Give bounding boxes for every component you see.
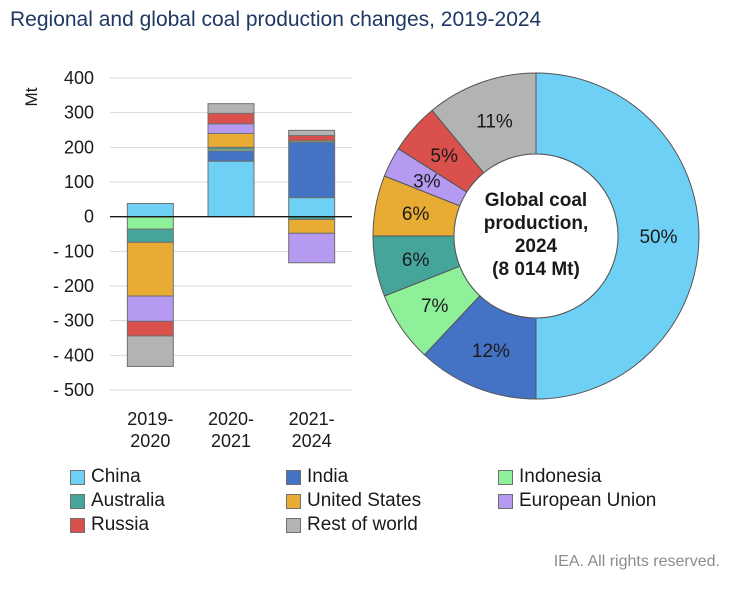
- donut-slice-label: 6%: [402, 250, 430, 271]
- legend-item-russia: Russia: [70, 514, 149, 536]
- donut-slice-label: 50%: [639, 227, 677, 248]
- legend-swatch: [498, 469, 513, 485]
- bar-segment-china: [126, 202, 174, 218]
- legend-item-india: India: [286, 466, 348, 488]
- bar-segment-rest-of-world: [288, 129, 336, 137]
- donut-slice-label: 12%: [472, 341, 510, 362]
- legend-item-united-states: United States: [286, 490, 421, 512]
- y-tick-label: - 100: [53, 241, 94, 261]
- y-tick-label: 0: [84, 207, 94, 227]
- legend-label: European Union: [519, 490, 657, 511]
- donut-slice-label: 6%: [402, 204, 430, 225]
- donut-slice-label: 3%: [413, 171, 441, 192]
- legend-swatch: [70, 469, 85, 485]
- bar-segment-china: [288, 197, 336, 218]
- bar-segment-china: [207, 160, 255, 218]
- x-tick-label: 2021-2024: [289, 409, 335, 451]
- legend-item-european-union: European Union: [498, 490, 656, 512]
- y-tick-label: - 400: [53, 345, 94, 365]
- legend-label: Rest of world: [307, 514, 418, 535]
- donut-slice-label: 5%: [430, 146, 458, 167]
- legend-label: Australia: [91, 490, 165, 511]
- bar-segment-rest-of-world: [207, 103, 255, 114]
- x-tick-label: 2019-2020: [127, 409, 173, 451]
- copyright-footer: IEA. All rights reserved.: [553, 553, 720, 570]
- bar-segment-european-union: [288, 232, 336, 264]
- y-tick-label: - 500: [53, 380, 94, 400]
- legend-swatch: [498, 493, 513, 509]
- legend-label: China: [91, 466, 141, 487]
- y-tick-label: - 200: [53, 276, 94, 296]
- legend-label: India: [307, 466, 349, 487]
- legend-label: United States: [307, 490, 422, 511]
- donut-hole: [453, 153, 619, 319]
- legend-item-rest-of-world: Rest of world: [286, 514, 418, 536]
- legend-swatch: [70, 517, 85, 533]
- legend-item-australia: Australia: [70, 490, 165, 512]
- bar-segment-european-union: [207, 123, 255, 134]
- legend-label: Indonesia: [519, 466, 602, 487]
- donut-slice-label: 7%: [421, 296, 449, 317]
- legend-swatch: [286, 493, 301, 509]
- chart-title: Regional and global coal production chan…: [10, 8, 542, 31]
- y-tick-label: - 300: [53, 311, 94, 331]
- bar-segment-united-states: [288, 218, 336, 234]
- bar-segment-european-union: [126, 295, 174, 322]
- y-tick-label: 400: [64, 68, 94, 88]
- y-tick-label: 100: [64, 172, 94, 192]
- donut-slice-label: 11%: [476, 112, 513, 133]
- legend-item-indonesia: Indonesia: [498, 466, 601, 488]
- bar-segment-united-states: [207, 132, 255, 148]
- legend-swatch: [286, 517, 301, 533]
- bar-segment-russia: [207, 112, 255, 125]
- y-axis-label: Mt: [22, 87, 41, 106]
- bar-segment-australia: [126, 228, 174, 243]
- legend-swatch: [70, 493, 85, 509]
- y-tick-label: 300: [64, 103, 94, 123]
- bar-segment-india: [207, 150, 255, 162]
- y-tick-label: 200: [64, 137, 94, 157]
- bar-segment-russia: [126, 320, 174, 337]
- donut-center-label: Global coal production, 2024 (8 014 Mt): [484, 190, 588, 280]
- bar-segment-united-states: [126, 241, 174, 297]
- bar-segment-indonesia: [126, 216, 174, 230]
- legend-label: Russia: [91, 514, 150, 535]
- legend-item-china: China: [70, 466, 141, 488]
- bar-segment-russia: [288, 135, 336, 142]
- x-tick-label: 2020-2021: [208, 409, 254, 451]
- bar-segment-rest-of-world: [126, 335, 174, 367]
- legend-swatch: [286, 469, 301, 485]
- bar-segment-india: [288, 141, 336, 199]
